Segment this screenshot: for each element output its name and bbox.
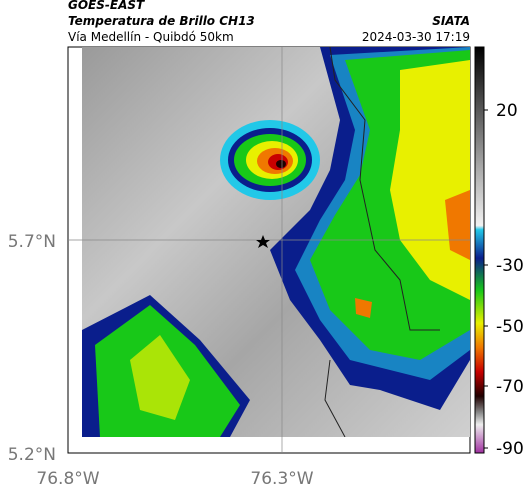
colorbar-label: -70: [496, 377, 524, 397]
source: GOES-EAST: [68, 0, 145, 12]
colorbar-label: 20: [496, 101, 518, 121]
colorbar-label: -90: [496, 439, 524, 459]
agency: SIATA: [432, 14, 470, 28]
colorbar-label: -50: [496, 317, 524, 337]
colorbar-label: -30: [496, 256, 524, 276]
timestamp: 2024-03-30 17:19: [362, 30, 470, 44]
x-tick-label: 76.8°W: [36, 469, 99, 489]
y-tick-label: 5.7°N: [8, 232, 56, 252]
location-marker: [256, 235, 270, 248]
product: Temperatura de Brillo CH13: [68, 14, 255, 28]
region: Vía Medellín - Quibdó 50km: [68, 30, 234, 44]
x-tick-label: 76.3°W: [250, 469, 313, 489]
y-tick-label: 5.2°N: [8, 445, 56, 465]
colorbar-ticks: [484, 109, 488, 449]
brightness-field: [82, 47, 470, 437]
colorbar: [474, 46, 485, 454]
